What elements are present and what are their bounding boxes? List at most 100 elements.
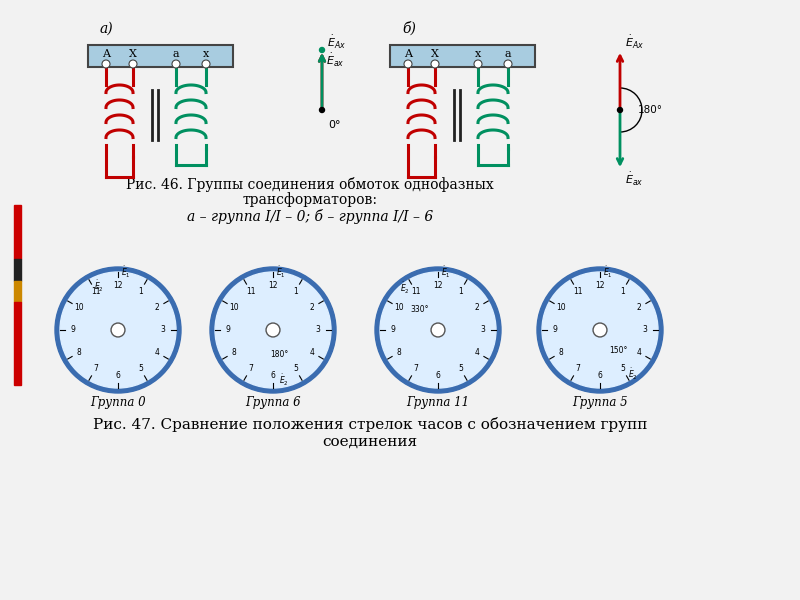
Text: 1: 1: [293, 287, 298, 296]
Circle shape: [375, 267, 501, 393]
Text: 4: 4: [310, 348, 314, 357]
Text: 6: 6: [435, 370, 441, 379]
Text: 6: 6: [115, 370, 121, 379]
Bar: [14, 302, 21, 385]
Text: A: A: [404, 49, 412, 59]
Text: 4: 4: [474, 348, 479, 357]
Text: а): а): [100, 22, 114, 36]
Bar: [14, 259, 21, 281]
Text: 3: 3: [642, 325, 647, 335]
Text: 10: 10: [394, 303, 404, 312]
Text: 0°: 0°: [328, 120, 341, 130]
Circle shape: [60, 272, 176, 388]
Text: x: x: [203, 49, 209, 59]
Text: 9: 9: [70, 325, 75, 335]
Text: $\dot{E}_1$: $\dot{E}_1$: [603, 265, 613, 280]
Text: 1: 1: [458, 287, 463, 296]
Circle shape: [266, 323, 280, 337]
Text: 1: 1: [620, 287, 625, 296]
Text: 8: 8: [558, 348, 563, 357]
Circle shape: [618, 107, 622, 113]
Text: 8: 8: [397, 348, 402, 357]
Text: $\dot{E}_{ax}$: $\dot{E}_{ax}$: [326, 52, 345, 69]
Text: 7: 7: [413, 364, 418, 373]
Text: 11: 11: [90, 287, 100, 296]
Text: 6: 6: [598, 370, 602, 379]
Text: 3: 3: [481, 325, 486, 335]
Circle shape: [210, 267, 336, 393]
Text: $\dot{E}_1$: $\dot{E}_1$: [121, 265, 130, 280]
Text: 4: 4: [637, 348, 642, 357]
Circle shape: [202, 60, 210, 68]
Text: 3: 3: [161, 325, 166, 335]
Text: 11: 11: [246, 287, 255, 296]
Circle shape: [593, 323, 607, 337]
Text: 5: 5: [458, 364, 463, 373]
Text: 2: 2: [310, 303, 314, 312]
Text: $\dot{E}_{Ax}$: $\dot{E}_{Ax}$: [625, 34, 644, 51]
Circle shape: [129, 60, 137, 68]
Text: Группа 0: Группа 0: [90, 396, 146, 409]
Text: 8: 8: [232, 348, 237, 357]
Circle shape: [55, 267, 181, 393]
Circle shape: [431, 323, 445, 337]
Text: 11: 11: [410, 287, 420, 296]
Text: A: A: [102, 49, 110, 59]
Circle shape: [319, 47, 325, 52]
Text: x: x: [475, 49, 481, 59]
Text: а – группа I/I – 0; б – группа I/I – 6: а – группа I/I – 0; б – группа I/I – 6: [187, 209, 433, 224]
Text: $\dot{E}_1$: $\dot{E}_1$: [441, 265, 450, 280]
Bar: [88, 45, 233, 67]
Text: 9: 9: [390, 325, 395, 335]
Text: Рис. 46. Группы соединения обмоток однофазных: Рис. 46. Группы соединения обмоток одноф…: [126, 176, 494, 191]
Text: 9: 9: [553, 325, 558, 335]
Text: Группа 11: Группа 11: [406, 396, 470, 409]
Text: a: a: [173, 49, 179, 59]
Circle shape: [102, 60, 110, 68]
Bar: [14, 205, 21, 259]
Text: соединения: соединения: [322, 435, 418, 449]
Circle shape: [504, 60, 512, 68]
Circle shape: [537, 267, 663, 393]
Text: 4: 4: [154, 348, 159, 357]
Text: 12: 12: [595, 280, 605, 289]
Circle shape: [380, 272, 496, 388]
Text: 5: 5: [138, 364, 143, 373]
Text: 180°: 180°: [270, 350, 288, 359]
Text: 7: 7: [93, 364, 98, 373]
Text: 2: 2: [154, 303, 159, 312]
Text: 2: 2: [474, 303, 479, 312]
Circle shape: [319, 107, 325, 113]
Circle shape: [431, 60, 439, 68]
Text: 10: 10: [230, 303, 239, 312]
Text: 7: 7: [575, 364, 580, 373]
Text: б): б): [402, 22, 416, 36]
Circle shape: [172, 60, 180, 68]
Text: 5: 5: [293, 364, 298, 373]
Text: 11: 11: [573, 287, 582, 296]
Text: $\dot{E}_2$: $\dot{E}_2$: [279, 373, 289, 388]
Text: 7: 7: [248, 364, 253, 373]
Text: 8: 8: [77, 348, 82, 357]
Text: 12: 12: [434, 280, 442, 289]
Text: Рис. 47. Сравнение положения стрелок часов с обозначением групп: Рис. 47. Сравнение положения стрелок час…: [93, 418, 647, 433]
Circle shape: [474, 60, 482, 68]
Text: 10: 10: [556, 303, 566, 312]
Text: Группа 6: Группа 6: [245, 396, 301, 409]
Circle shape: [404, 60, 412, 68]
Text: $\dot{E}_{ax}$: $\dot{E}_{ax}$: [625, 171, 643, 188]
Text: 150°: 150°: [609, 346, 627, 355]
Circle shape: [111, 323, 125, 337]
Text: трансформаторов:: трансформаторов:: [242, 193, 378, 208]
Text: X: X: [431, 49, 439, 59]
Text: 5: 5: [620, 364, 625, 373]
Text: a: a: [505, 49, 511, 59]
Bar: [390, 45, 535, 67]
Text: $\dot{E}_2$: $\dot{E}_2$: [628, 367, 638, 382]
Text: 9: 9: [226, 325, 230, 335]
Text: 1: 1: [138, 287, 143, 296]
Text: 6: 6: [270, 370, 275, 379]
Text: X: X: [129, 49, 137, 59]
Text: 12: 12: [114, 280, 122, 289]
Text: $\dot{E}_1$: $\dot{E}_1$: [276, 265, 286, 280]
